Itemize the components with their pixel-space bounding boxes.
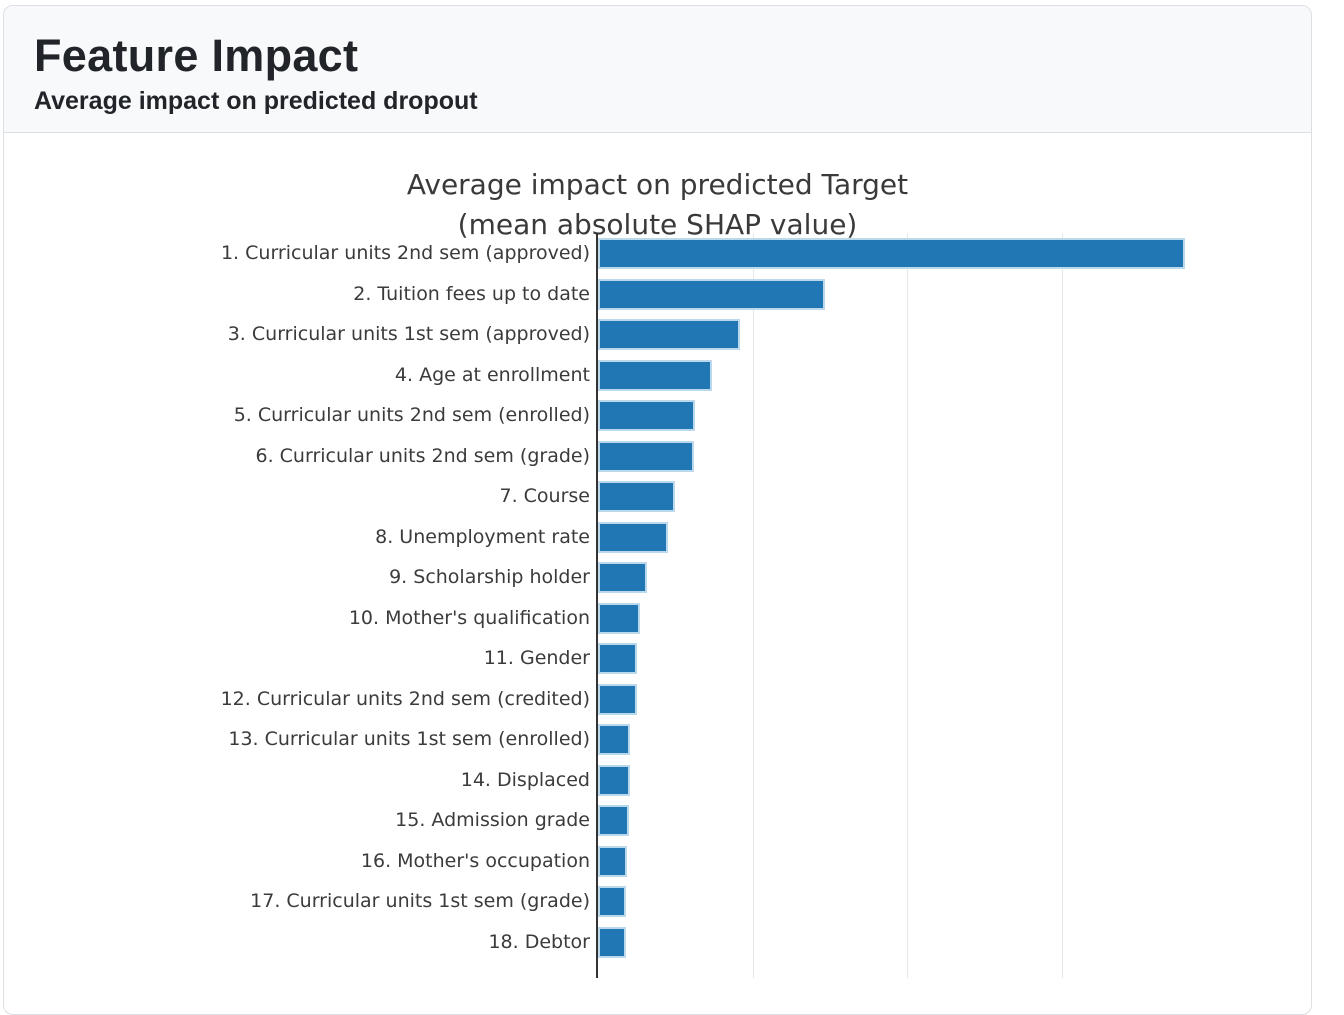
y-tick-label: 6. Curricular units 2nd sem (grade) <box>255 444 590 467</box>
bar <box>598 805 629 837</box>
y-tick-label: 4. Age at enrollment <box>394 363 590 386</box>
y-tick-label: 2. Tuition fees up to date <box>353 282 590 305</box>
bar <box>598 683 637 715</box>
bar <box>598 400 695 432</box>
feature-impact-card: Feature Impact Average impact on predict… <box>3 5 1312 1015</box>
bar <box>598 521 668 553</box>
y-tick-label: 14. Displaced <box>460 768 590 791</box>
y-tick-label: 10. Mother's qualification <box>348 606 590 629</box>
bar <box>598 886 626 918</box>
y-tick-label: 15. Admission grade <box>395 809 590 832</box>
page-subtitle: Average impact on predicted dropout <box>34 87 478 115</box>
chart-title-line1: Average impact on predicted Target <box>406 168 909 201</box>
chart-title-line2: (mean absolute SHAP value) <box>457 208 858 241</box>
page-title: Feature Impact <box>34 30 359 81</box>
y-tick-label: 16. Mother's occupation <box>360 849 590 872</box>
bar <box>598 278 825 310</box>
y-tick-label: 5. Curricular units 2nd sem (enrolled) <box>233 404 590 427</box>
bar <box>598 562 647 594</box>
y-tick-label: 9. Scholarship holder <box>389 566 590 589</box>
y-tick-label: 12. Curricular units 2nd sem (credited) <box>220 687 590 710</box>
bar <box>598 602 640 634</box>
bar <box>598 319 740 351</box>
bar <box>598 927 626 958</box>
chart-title: Average impact on predicted Target (mean… <box>4 165 1311 245</box>
bar <box>598 643 637 675</box>
card-header: Feature Impact Average impact on predict… <box>4 6 1311 133</box>
y-tick-label: 1. Curricular units 2nd sem (approved) <box>220 242 590 264</box>
bar <box>598 238 1185 269</box>
shap-bar-chart: Average impact on predicted Target (mean… <box>4 133 1311 978</box>
y-tick-label: 17. Curricular units 1st sem (grade) <box>250 890 590 913</box>
y-tick-label: 18. Debtor <box>488 931 590 953</box>
x-gridline <box>752 233 754 978</box>
bar <box>598 724 630 756</box>
y-tick-label: 8. Unemployment rate <box>375 525 590 548</box>
bar <box>598 481 675 513</box>
bar <box>598 440 694 472</box>
x-gridline <box>907 233 909 978</box>
y-tick-label: 11. Gender <box>483 647 590 670</box>
y-axis-labels: 1. Curricular units 2nd sem (approved) 2.… <box>4 233 590 978</box>
y-tick-label: 7. Course <box>499 485 590 508</box>
bar <box>598 764 630 796</box>
y-tick-label: 13. Curricular units 1st sem (enrolled) <box>228 728 590 751</box>
x-gridline <box>1061 233 1063 978</box>
bar <box>598 845 627 877</box>
plot-area <box>596 233 1302 978</box>
y-tick-label: 3. Curricular units 1st sem (approved) <box>227 323 590 346</box>
bar <box>598 359 712 391</box>
